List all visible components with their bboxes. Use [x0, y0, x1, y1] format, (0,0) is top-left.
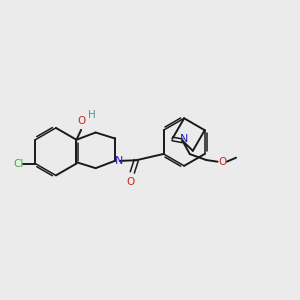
- Text: O: O: [218, 157, 226, 167]
- Text: O: O: [127, 177, 135, 187]
- Text: H: H: [88, 110, 96, 120]
- Text: O: O: [77, 116, 86, 126]
- Text: N: N: [115, 156, 123, 166]
- Text: Cl: Cl: [13, 158, 23, 169]
- Text: N: N: [180, 134, 188, 144]
